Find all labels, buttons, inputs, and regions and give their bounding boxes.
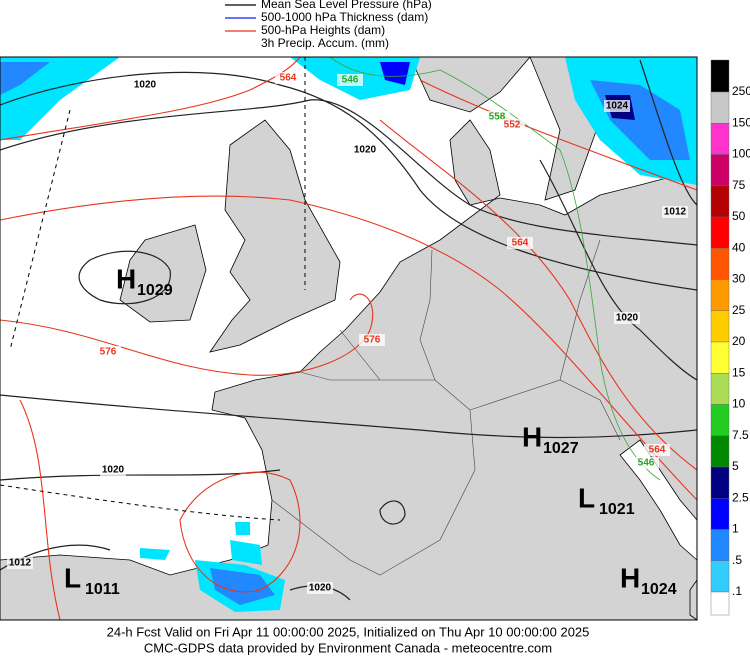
contour-label: 1020 [616,313,639,324]
label-bg [95,346,121,358]
colorbar-label: 7.5 [732,428,749,442]
center-value: 1021 [599,501,635,518]
footer-line: 24-h Fcst Valid on Fri Apr 11 00:00:00 2… [107,624,590,639]
ireland [119,224,207,323]
colorbar-label: 15 [732,365,746,379]
label-bg [604,100,630,112]
grid-dash [9,109,71,351]
label-bg [633,457,659,469]
label-bg [359,334,385,346]
great-britain [209,119,341,353]
borders [271,239,621,576]
center-value: 1029 [137,282,173,299]
label-bg [132,79,158,91]
colorbar-swatch [710,91,730,124]
center-letter: L [578,482,595,513]
center-value: 1011 [85,581,120,598]
colorbar-swatch [710,498,730,530]
colorbar-swatch [710,591,730,616]
center-letter: H [116,263,136,294]
colorbar-label: 150 [732,115,750,129]
label-bg [100,464,126,476]
label-bg [337,74,363,86]
contour-label: 552 [504,120,521,131]
colorbar-label: 10 [732,397,746,411]
contour-label: 1020 [354,145,377,156]
colorbar-label: 250 [732,84,750,98]
colorbar-label: 50 [732,209,746,223]
contour-label: 1024 [606,101,629,112]
contour-label: 576 [364,335,381,346]
colorbar-swatch [710,123,730,155]
colorbar-swatch [710,185,730,218]
colorbar-swatch [710,466,730,499]
center-value: 1027 [543,440,579,457]
contour-label: 558 [489,112,506,123]
colorbar-swatch [710,435,730,468]
colorbar-label: 5 [732,459,739,473]
colorbar-label: 20 [732,334,746,348]
legend: Mean Sea Level Pressure (hPa)500-1000 hP… [225,0,432,50]
colorbar-label: 100 [732,147,750,161]
legend-label: 500-1000 hPa Thickness (dam) [261,10,428,24]
contour-label: 1012 [664,207,687,218]
label-bg [499,119,525,131]
contour-label: 564 [512,238,529,249]
contour-label: 1020 [309,583,332,594]
colorbar-swatch [710,560,730,593]
center-value: 1024 [641,581,677,598]
colorbar-label: 2.5 [732,490,749,504]
colorbar-label: 40 [732,240,746,254]
legend-label: 500-hPa Heights (dam) [261,23,385,37]
center-letter: L [64,562,81,593]
colorbar-label: 1 [732,522,739,536]
contour-label: 546 [638,458,655,469]
colorbar-swatch [710,279,730,311]
colorbar-label: 25 [732,303,746,317]
colorbar: 250 150 100 75 50 40 30 25 20 15 10 7.5 5 2.5 1 .5 .1 [710,59,750,616]
colorbar-label: 30 [732,272,746,286]
label-bg [662,206,688,218]
label-bg [614,312,640,324]
colorbar-swatch [710,404,730,436]
colorbar-label: 75 [732,178,746,192]
label-bg [7,557,33,569]
center-letter: H [620,562,640,593]
colorbar-swatch [710,341,730,374]
label-bg [275,72,301,84]
label-bg [644,444,670,456]
colorbar-swatch [710,310,730,343]
contour-label: 1020 [102,465,125,476]
colorbar-swatch [710,373,730,405]
center-letter: H [522,421,542,452]
colorbar-swatch [710,248,730,280]
colorbar-label: .1 [732,584,742,598]
label-bg [307,582,333,594]
contour-label: 546 [342,75,359,86]
grid-dash [0,484,281,521]
contour-label: 576 [100,347,117,358]
colorbar-swatch [710,529,730,561]
colorbar-swatch [710,154,730,186]
label-bg [507,237,533,249]
colorbar-swatch [710,59,730,93]
contour-label: 1012 [9,558,32,569]
contour-label: 564 [649,445,666,456]
contour-label: 564 [280,73,297,84]
contour-label: 1020 [134,80,157,91]
legend-label: Mean Sea Level Pressure (hPa) [261,0,432,11]
footer: 24-h Fcst Valid on Fri Apr 11 00:00:00 2… [107,624,590,655]
map-frame [0,56,698,621]
legend-label: 3h Precip. Accum. (mm) [261,36,389,50]
precipitation [0,57,697,612]
colorbar-swatch [710,216,730,249]
footer-line: CMC-GDPS data provided by Environment Ca… [144,640,552,655]
label-bg [352,144,378,156]
colorbar-label: .5 [732,553,742,567]
